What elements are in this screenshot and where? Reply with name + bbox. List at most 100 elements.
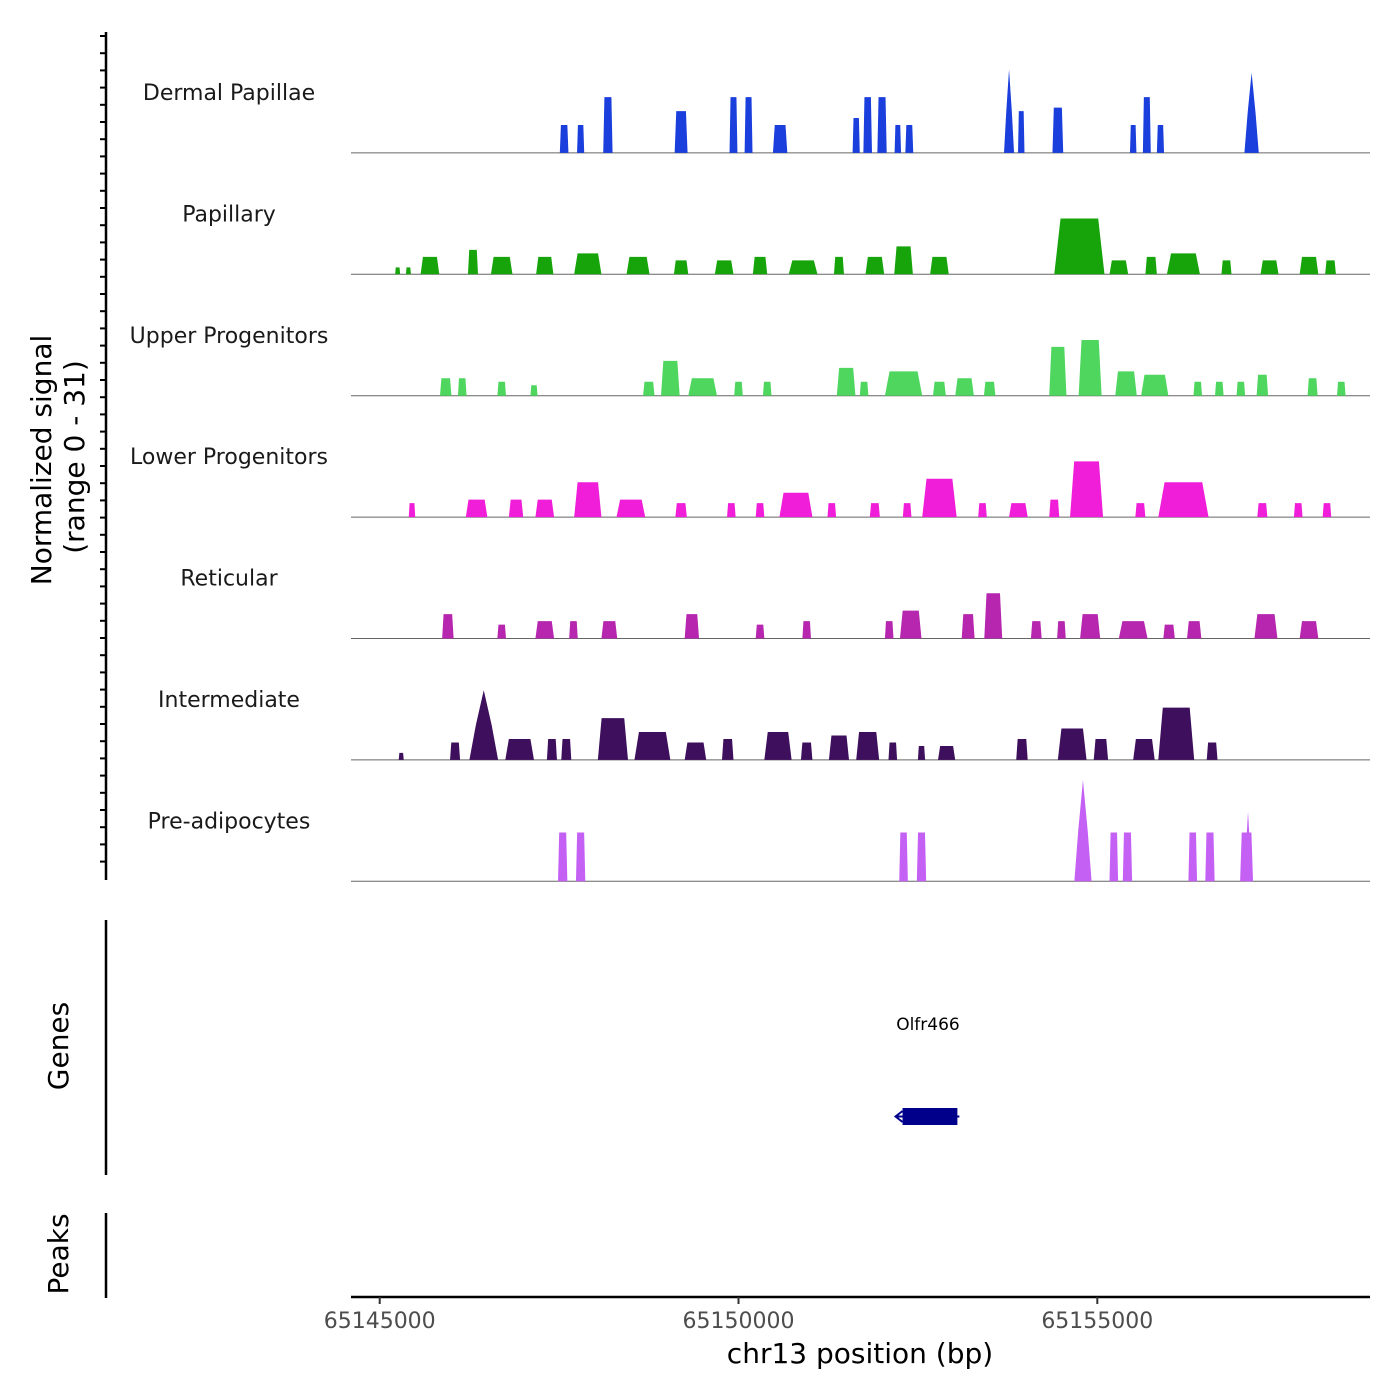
signal-peak bbox=[675, 503, 687, 518]
track-7: Pre-adipocytes bbox=[148, 780, 1370, 882]
signal-peak bbox=[856, 732, 880, 760]
signal-peak bbox=[899, 610, 922, 639]
signal-peak bbox=[1054, 218, 1105, 275]
signal-peak bbox=[395, 267, 401, 275]
x-tick-label: 65145000 bbox=[324, 1309, 436, 1334]
signal-peak bbox=[888, 742, 898, 760]
coverage-panel: Dermal Papillae Papillary Upper Progenitor… bbox=[25, 32, 1370, 882]
signal-peak bbox=[938, 745, 956, 760]
signal-peak bbox=[884, 621, 894, 639]
signal-peak bbox=[863, 97, 872, 153]
signal-peak bbox=[1109, 832, 1119, 882]
signal-peak bbox=[1093, 738, 1109, 760]
signal-peak bbox=[1057, 621, 1066, 639]
signal-peak bbox=[1016, 738, 1028, 760]
x-axis: 65145000 65150000 65155000 chr13 position … bbox=[324, 1295, 1370, 1370]
signal-peak bbox=[762, 381, 772, 396]
signal-peak bbox=[1009, 503, 1028, 518]
signal-peak bbox=[1018, 111, 1025, 153]
signal-peak bbox=[1193, 381, 1203, 396]
signal-peak bbox=[673, 260, 689, 275]
signal-peak bbox=[535, 499, 555, 518]
signal-peak bbox=[577, 125, 585, 153]
signal-peak bbox=[983, 381, 996, 396]
signal-peak bbox=[1080, 614, 1101, 639]
signal-peak bbox=[601, 621, 618, 639]
signal-peak bbox=[779, 492, 813, 518]
signal-peak bbox=[1166, 253, 1200, 275]
signal-peak bbox=[1030, 621, 1042, 639]
signal-peak bbox=[1004, 69, 1015, 153]
signal-peak bbox=[536, 256, 554, 275]
signal-peak bbox=[439, 378, 452, 396]
peaks-panel-title: Peaks bbox=[42, 1213, 75, 1294]
signal-peak bbox=[800, 742, 813, 760]
signal-peak bbox=[836, 367, 856, 396]
gene-models: Olfr466 bbox=[893, 1015, 960, 1125]
signal-peak bbox=[688, 378, 717, 396]
signal-peak bbox=[1158, 482, 1209, 518]
gene-label: Olfr466 bbox=[896, 1015, 960, 1035]
signal-peak bbox=[930, 256, 949, 275]
signal-peak bbox=[902, 503, 912, 518]
signal-peak bbox=[1070, 461, 1104, 518]
signal-peak bbox=[558, 832, 568, 882]
signal-peak bbox=[955, 378, 974, 396]
x-tick-label: 65155000 bbox=[1041, 1309, 1153, 1334]
signal-peak bbox=[1307, 378, 1318, 396]
signal-peak bbox=[922, 478, 957, 518]
strand-arrow-icon bbox=[893, 1110, 904, 1123]
coverage-tracks: Dermal Papillae Papillary Upper Progenitor… bbox=[130, 69, 1370, 882]
signal-peak bbox=[859, 381, 869, 396]
signal-peak bbox=[1156, 125, 1165, 153]
signal-peak bbox=[450, 742, 461, 760]
signal-peak bbox=[1133, 738, 1155, 760]
signal-peak bbox=[1299, 621, 1319, 639]
signal-peak bbox=[661, 360, 680, 396]
signal-peak bbox=[1118, 621, 1148, 639]
signal-peak bbox=[1122, 832, 1133, 882]
signal-peak bbox=[1109, 260, 1129, 275]
signal-peak bbox=[1049, 346, 1067, 396]
signal-peak bbox=[398, 752, 404, 760]
signal-peak bbox=[905, 125, 914, 153]
signal-peak bbox=[420, 256, 440, 275]
signal-peak bbox=[852, 118, 860, 153]
y-axis-range: (range 0 - 31) bbox=[58, 360, 91, 554]
signal-peak bbox=[530, 385, 538, 396]
signal-peak bbox=[1336, 381, 1346, 396]
coverage-y-ticks bbox=[100, 35, 106, 863]
signal-peak bbox=[1115, 371, 1137, 396]
signal-peak bbox=[1293, 503, 1303, 518]
signal-peak bbox=[574, 482, 602, 518]
signal-peak bbox=[1145, 256, 1157, 275]
signal-peak bbox=[408, 503, 416, 518]
signal-peak bbox=[1187, 621, 1202, 639]
signal-peak bbox=[764, 732, 792, 760]
signal-peak bbox=[802, 621, 811, 639]
signal-peak bbox=[1057, 728, 1087, 760]
signal-peak bbox=[626, 256, 650, 275]
peaks-panel: Peaks bbox=[42, 1213, 108, 1298]
genes-panel: Genes Olfr466 bbox=[42, 920, 960, 1175]
track-5: Reticular bbox=[180, 567, 1370, 639]
signal-peak bbox=[575, 832, 586, 882]
signal-peak bbox=[546, 738, 557, 760]
x-axis-ticks: 65145000 65150000 65155000 bbox=[324, 1297, 1153, 1334]
x-tick-label: 65150000 bbox=[683, 1309, 795, 1334]
signal-peak bbox=[569, 621, 578, 639]
signal-peak bbox=[505, 738, 534, 760]
signal-peak bbox=[752, 256, 768, 275]
track-label: Pre-adipocytes bbox=[148, 809, 311, 834]
signal-peak bbox=[1074, 780, 1092, 882]
signal-peak bbox=[1299, 256, 1319, 275]
signal-peak bbox=[727, 503, 736, 518]
signal-peak bbox=[1135, 503, 1146, 518]
signal-peak bbox=[465, 499, 488, 518]
signal-peak bbox=[684, 614, 700, 639]
signal-peak bbox=[1188, 832, 1198, 882]
track-6: Intermediate bbox=[158, 688, 1370, 761]
signal-peak bbox=[1322, 503, 1332, 518]
track-label: Upper Progenitors bbox=[130, 324, 329, 349]
signal-peak bbox=[1325, 260, 1336, 275]
